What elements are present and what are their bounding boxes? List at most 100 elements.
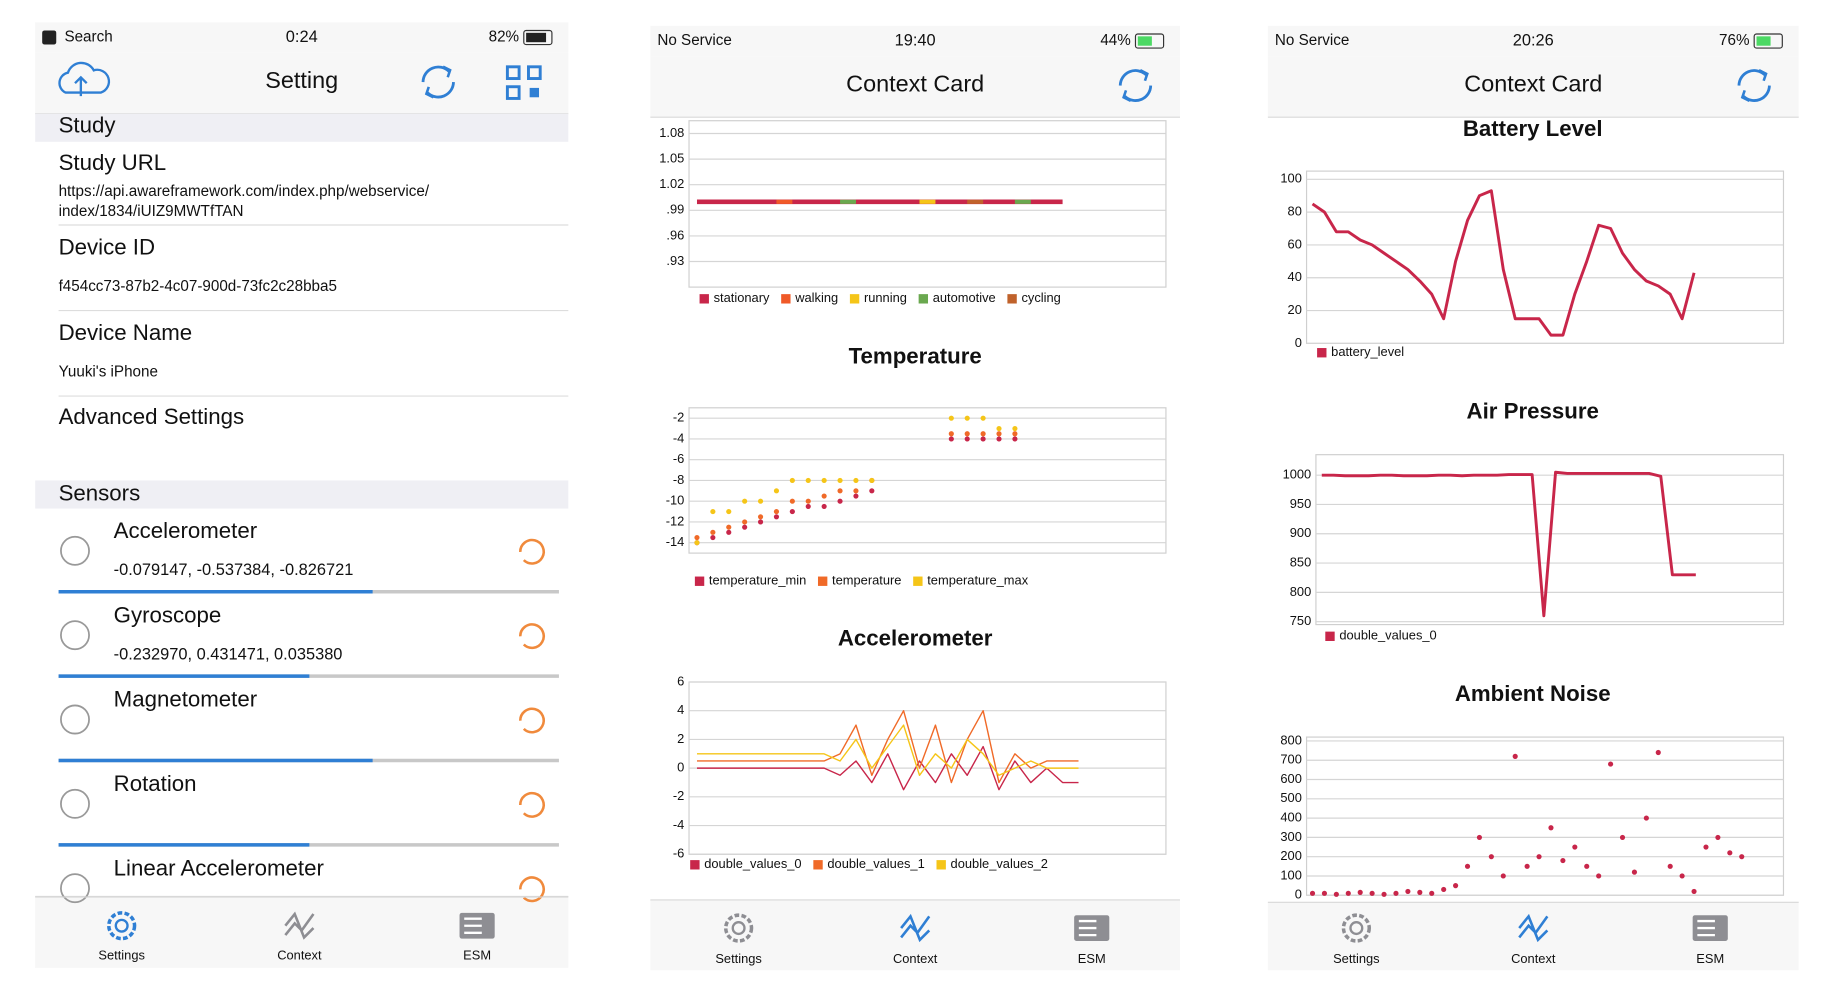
status-battery: 76% — [1719, 32, 1749, 49]
status-bar — [650, 25, 1180, 57]
data-point — [1608, 761, 1614, 767]
data-point — [1012, 431, 1018, 437]
setting-label[interactable]: Device Name — [59, 320, 193, 345]
data-point — [726, 524, 732, 530]
data-point — [853, 488, 859, 494]
sensor-name[interactable]: Rotation — [114, 771, 197, 796]
sensor-reading: -0.079147, -0.537384, -0.826721 — [114, 561, 354, 579]
tab-label[interactable]: ESM — [1696, 951, 1724, 966]
tab-icon-context[interactable] — [284, 911, 315, 940]
tab-label[interactable]: Context — [277, 948, 322, 963]
y-tick-label: 950 — [1290, 496, 1311, 511]
data-point — [1488, 854, 1494, 860]
tab-label[interactable]: Context — [893, 951, 938, 966]
tab-icon-settings[interactable] — [1341, 913, 1371, 943]
tab-label[interactable]: Context — [1511, 951, 1556, 966]
y-tick-label: -6 — [673, 846, 684, 861]
y-tick-label: 100 — [1280, 867, 1301, 882]
y-tick-label: -8 — [673, 472, 684, 487]
y-tick-label: .93 — [666, 253, 684, 268]
y-tick-label: 1000 — [1283, 467, 1312, 482]
qr-icon[interactable] — [505, 65, 521, 80]
battery-level — [1756, 36, 1771, 46]
tab-icon-context[interactable] — [900, 913, 931, 943]
nav-bar — [1267, 56, 1799, 118]
data-point — [980, 415, 986, 421]
section-title: Study — [59, 112, 117, 137]
setting-label[interactable]: Device ID — [59, 234, 155, 259]
tab-label[interactable]: Settings — [715, 951, 762, 966]
cloud-icon[interactable] — [58, 61, 111, 94]
sensor-name[interactable]: Magnetometer — [114, 687, 258, 712]
setting-value: f454cc73-87b2-4c07-900d-73fc2c28bba5 — [59, 278, 337, 295]
legend-label: double_values_0 — [1339, 628, 1436, 643]
legend-swatch — [1317, 348, 1327, 358]
battery-icon — [1753, 33, 1783, 49]
status-carrier: Search — [64, 29, 112, 46]
status-time: 0:24 — [286, 28, 318, 46]
tab-icon-settings[interactable] — [723, 913, 754, 943]
data-point — [821, 493, 827, 499]
data-point — [980, 431, 986, 437]
legend-swatch — [936, 860, 946, 870]
sensor-name[interactable]: Linear Accelerometer — [114, 855, 325, 880]
tab-icon-context[interactable] — [1518, 913, 1549, 943]
y-tick-label: 800 — [1290, 584, 1311, 599]
data-point — [1548, 825, 1554, 831]
tab-icon-settings[interactable] — [107, 911, 137, 941]
tab-icon-settings[interactable] — [1349, 921, 1364, 936]
y-tick-label: -14 — [666, 534, 685, 549]
data-point — [710, 534, 716, 541]
data-point — [980, 436, 986, 442]
status-carrier: No Service — [1275, 32, 1349, 49]
back-icon — [42, 30, 57, 45]
legend-label: temperature — [832, 573, 901, 588]
refresh-arrow — [1122, 89, 1132, 103]
chart-title: Temperature — [849, 343, 982, 368]
setting-label[interactable]: Study URL — [59, 150, 167, 175]
data-point — [1703, 844, 1709, 850]
legend-swatch — [781, 294, 791, 304]
y-tick-label: 2 — [677, 731, 684, 746]
tab-label[interactable]: Settings — [98, 948, 145, 963]
chart-title: Accelerometer — [838, 626, 993, 651]
y-tick-label: 850 — [1290, 554, 1311, 569]
tab-icon-settings[interactable] — [731, 921, 746, 936]
data-point — [821, 503, 827, 509]
tab-label[interactable]: Settings — [1333, 951, 1380, 966]
sensor-sync-icon[interactable] — [518, 538, 545, 565]
tab-label[interactable]: ESM — [463, 948, 491, 963]
series-line — [696, 724, 1079, 776]
data-point — [1584, 863, 1590, 869]
refresh-arrow — [424, 86, 435, 99]
sensor-sync-icon[interactable] — [518, 791, 545, 818]
qr-icon[interactable] — [527, 65, 542, 80]
sensor-icon — [60, 788, 90, 819]
data-point — [1524, 863, 1530, 869]
qr-icon[interactable] — [505, 85, 521, 100]
section-header — [35, 480, 569, 509]
sensor-sync-icon[interactable] — [518, 876, 545, 903]
legend-swatch — [918, 294, 929, 304]
setting-label[interactable]: Advanced Settings — [59, 404, 245, 429]
data-point — [821, 477, 827, 484]
sensor-name[interactable]: Gyroscope — [114, 602, 222, 627]
refresh-arrow — [1740, 89, 1750, 103]
data-point — [1012, 436, 1018, 442]
data-point — [1441, 886, 1447, 893]
y-tick-label: 1.02 — [659, 176, 684, 191]
data-point — [757, 498, 764, 504]
y-tick-label: 4 — [677, 702, 684, 717]
y-tick-label: 750 — [1290, 613, 1311, 628]
y-tick-label: -2 — [673, 788, 684, 803]
tab-bar-mask — [35, 896, 569, 898]
sensor-name[interactable]: Accelerometer — [114, 518, 258, 543]
data-point — [1345, 890, 1351, 896]
tab-label[interactable]: ESM — [1078, 951, 1106, 966]
data-point — [726, 509, 732, 515]
sensor-sync-icon[interactable] — [518, 707, 545, 734]
tab-icon-settings[interactable] — [114, 918, 129, 933]
data-point — [964, 431, 970, 437]
sensor-sync-icon[interactable] — [518, 623, 545, 650]
status-time: 19:40 — [895, 31, 936, 49]
